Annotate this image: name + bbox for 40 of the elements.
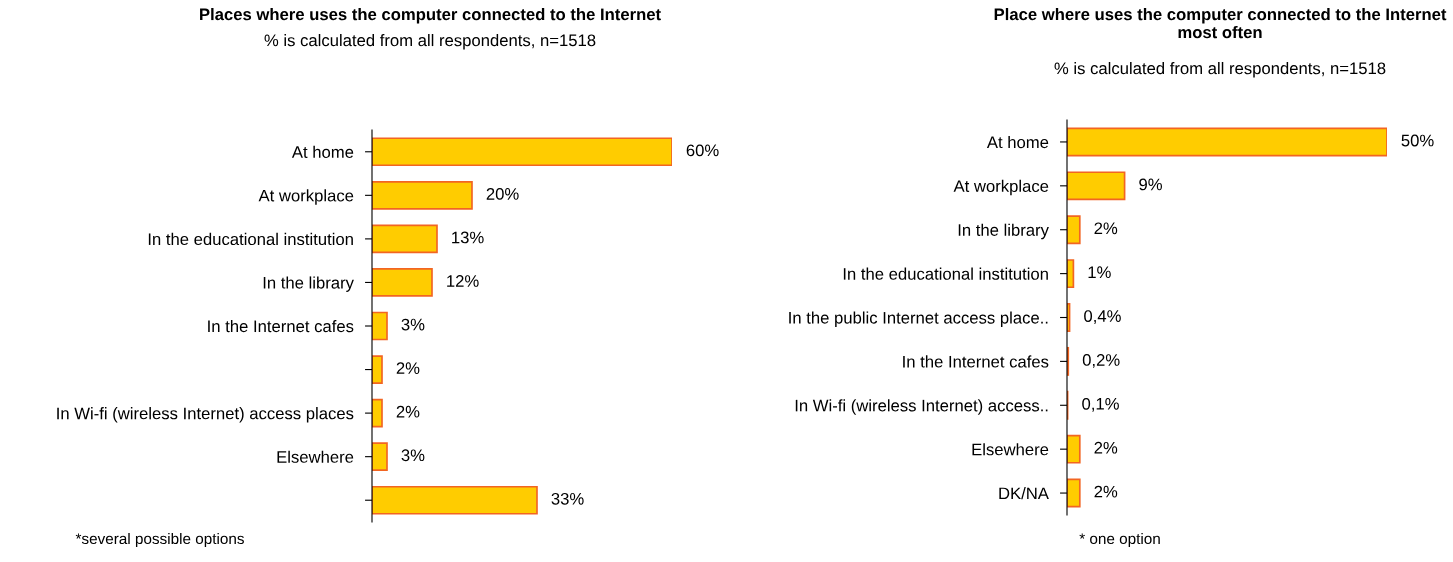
data-label: 50% [1401,134,1434,147]
data-label: 2% [1094,222,1118,235]
data-label: 2% [396,362,420,374]
y-tick-label: In the Internet cafes [208,319,354,333]
data-label: 2% [1094,485,1118,498]
data-label: 1% [1088,266,1111,279]
data-label: 20% [486,188,519,200]
y-tick-label: At workplace [953,179,1049,196]
data-label: 12% [447,275,479,287]
data-label: 60% [686,144,719,157]
y-tick-label: At workplace [258,189,354,205]
data-label: 9% [1139,178,1162,191]
y-tick-label: In the library [958,223,1049,240]
y-tick-label: In Wi-fi (wireless Internet) access places [57,407,354,423]
data-label: 0,4% [1084,310,1121,324]
data-label: 0,1% [1082,397,1119,412]
chart-title: Places where uses the computer connected to the Internet [200,8,661,24]
chart-title: Place where uses the computer connected to the Internet most often [994,8,1447,39]
y-tick-label: DK/NA [999,487,1049,500]
data-label: 3% [401,449,425,462]
text: * one option [1079,532,1160,548]
y-tick-label: In the educational institution [148,232,353,246]
chart-subtitle: % is calculated from all respondents, n=1518 [1054,62,1386,78]
data-label: 13% [452,231,484,244]
y-tick-label: In the public Internet access place.. [789,311,1048,327]
text: *several possible options [75,532,244,548]
data-label: 0,2% [1082,354,1120,368]
y-tick-label: Elsewhere [972,443,1049,456]
data-label: 33% [551,492,584,505]
y-tick-label: In the educational institution [843,267,1048,280]
chart-subtitle: % is calculated from all respondents, n=1518 [264,34,596,50]
data-label: 3% [401,318,425,331]
data-label: 2% [1094,441,1118,454]
y-tick-label: Elsewhere [277,450,354,463]
y-tick-label: In the library [263,276,354,292]
data-label: 2% [396,405,420,418]
y-tick-label: At home [291,145,354,158]
y-tick-label: In Wi-fi (wireless Internet) access.. [795,399,1048,415]
y-tick-label: At home [986,135,1049,149]
y-tick-label: In the Internet cafes [903,355,1049,368]
